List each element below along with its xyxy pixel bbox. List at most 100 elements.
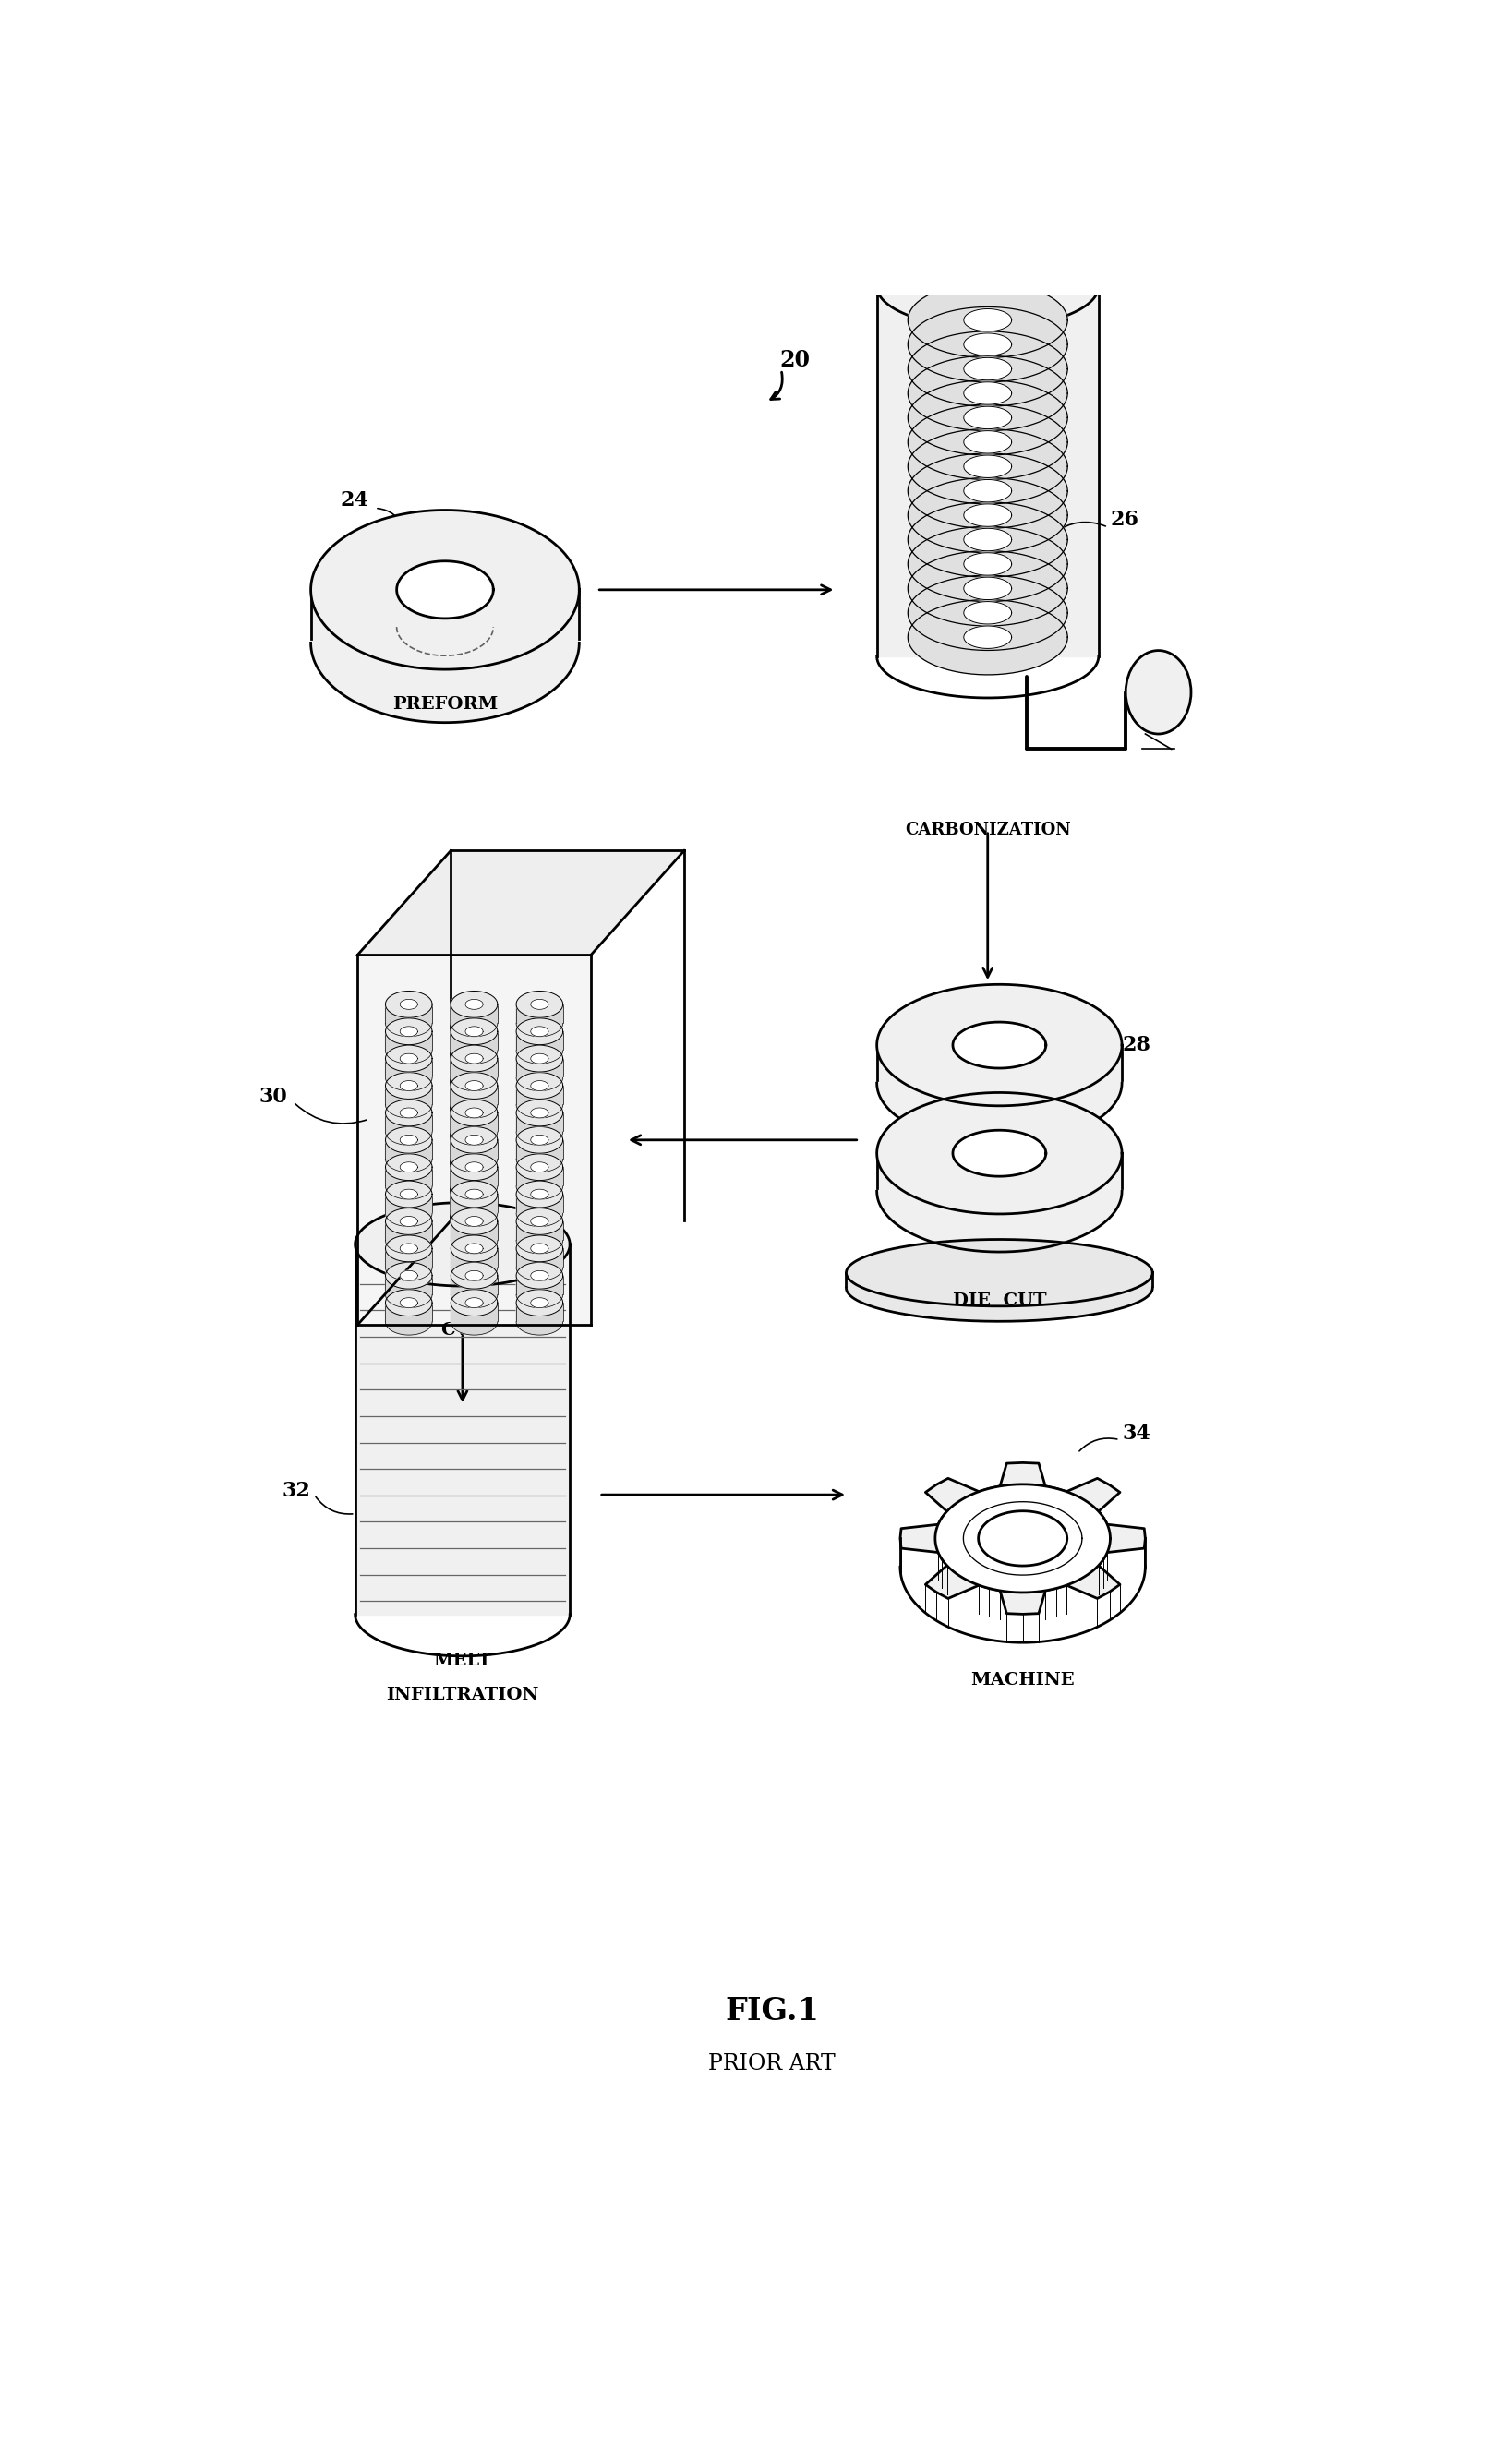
Polygon shape [516,1072,563,1099]
Polygon shape [450,1087,497,1119]
Text: FIG.1: FIG.1 [724,1996,819,2025]
Polygon shape [450,1262,497,1289]
Polygon shape [450,1099,497,1126]
Polygon shape [450,1303,497,1335]
Polygon shape [450,1018,497,1045]
Polygon shape [385,1153,432,1180]
Polygon shape [355,1244,569,1614]
Text: MELT: MELT [433,1653,491,1668]
Polygon shape [465,1271,483,1281]
Polygon shape [876,1092,1121,1215]
Polygon shape [450,1005,497,1037]
Polygon shape [465,1082,483,1092]
Text: PREFORM: PREFORM [391,697,498,712]
Polygon shape [530,1027,548,1037]
Polygon shape [450,1060,497,1092]
Polygon shape [908,429,1067,505]
Text: 30: 30 [259,1087,287,1106]
Polygon shape [400,1217,417,1227]
Polygon shape [530,1000,548,1010]
Polygon shape [385,1072,432,1099]
Text: 26: 26 [1109,510,1138,530]
Polygon shape [963,527,1011,552]
Text: CARBONIZATION: CARBONIZATION [905,821,1070,838]
Polygon shape [465,1000,483,1010]
Text: 24: 24 [340,490,369,510]
Polygon shape [465,1163,483,1173]
Polygon shape [400,1271,417,1281]
Polygon shape [450,1195,497,1227]
Polygon shape [908,453,1067,527]
Polygon shape [450,1126,497,1153]
Polygon shape [516,1141,563,1173]
Polygon shape [963,456,1011,478]
Polygon shape [357,850,450,1326]
Polygon shape [385,1195,432,1227]
Polygon shape [385,1222,432,1254]
Polygon shape [876,244,1099,328]
Polygon shape [450,1153,497,1180]
Polygon shape [516,1114,563,1146]
Polygon shape [385,1114,432,1146]
Polygon shape [963,505,1011,527]
Polygon shape [450,1045,497,1072]
Polygon shape [530,1136,548,1146]
Polygon shape [450,1168,497,1200]
Polygon shape [963,308,1011,330]
Polygon shape [516,1099,563,1126]
Polygon shape [465,1055,483,1064]
Polygon shape [465,1027,483,1037]
Polygon shape [400,1109,417,1119]
Polygon shape [385,1262,432,1289]
Polygon shape [450,1276,497,1308]
Polygon shape [516,1060,563,1092]
Polygon shape [530,1299,548,1308]
Text: PRIOR ART: PRIOR ART [707,2053,835,2075]
Polygon shape [355,1202,569,1286]
Polygon shape [357,850,683,956]
Text: INFILTRATION: INFILTRATION [385,1688,539,1703]
Polygon shape [400,1055,417,1064]
Polygon shape [385,1126,432,1153]
Polygon shape [465,1244,483,1254]
Polygon shape [385,1303,432,1335]
Polygon shape [450,1207,497,1234]
Text: 28: 28 [1121,1035,1150,1055]
Polygon shape [385,1045,432,1072]
Polygon shape [530,1109,548,1119]
Polygon shape [908,552,1067,626]
Polygon shape [450,1180,497,1207]
Polygon shape [450,1072,497,1099]
Polygon shape [385,1168,432,1200]
Polygon shape [385,1180,432,1207]
Polygon shape [900,1464,1145,1614]
Polygon shape [846,1274,1151,1321]
Polygon shape [516,1087,563,1119]
Polygon shape [530,1217,548,1227]
Text: CVD: CVD [439,1323,485,1338]
Polygon shape [846,1239,1151,1306]
Polygon shape [530,1082,548,1092]
Polygon shape [385,1099,432,1126]
Polygon shape [908,283,1067,357]
Polygon shape [935,1483,1109,1592]
Text: MACHINE: MACHINE [971,1671,1075,1688]
Polygon shape [450,991,497,1018]
Polygon shape [953,1023,1046,1069]
Polygon shape [876,986,1121,1106]
Polygon shape [516,1045,563,1072]
Text: 34: 34 [1121,1424,1150,1444]
Polygon shape [530,1163,548,1173]
Polygon shape [385,991,432,1018]
Polygon shape [516,1153,563,1180]
Polygon shape [978,1510,1067,1565]
Polygon shape [516,1276,563,1308]
Polygon shape [516,1005,563,1037]
Text: 20: 20 [780,350,810,372]
Polygon shape [963,552,1011,574]
Polygon shape [530,1055,548,1064]
Polygon shape [516,1032,563,1064]
Polygon shape [908,599,1067,675]
Polygon shape [908,527,1067,601]
Polygon shape [310,589,579,722]
